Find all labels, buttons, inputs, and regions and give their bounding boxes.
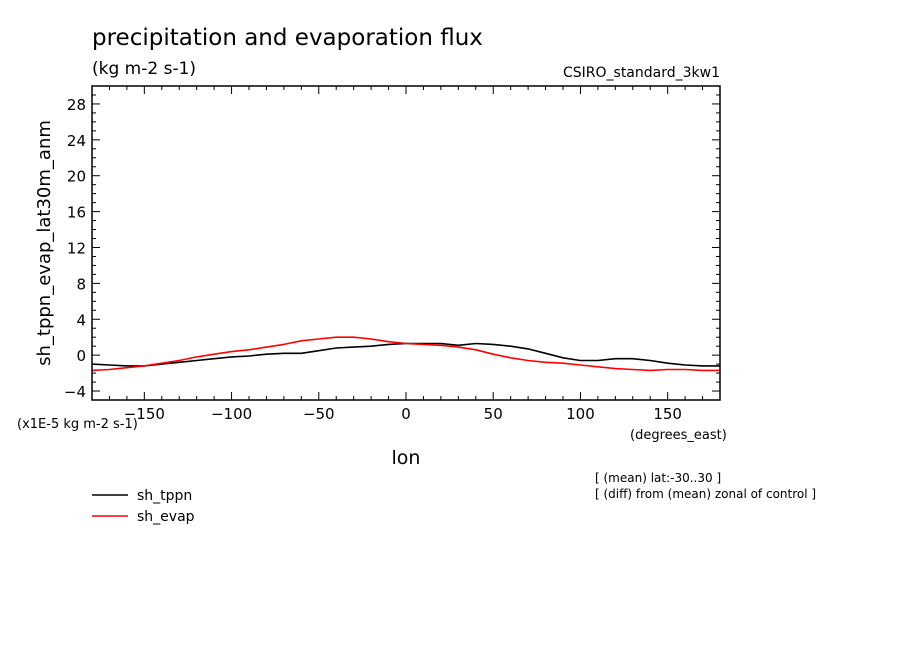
series-lines bbox=[91, 336, 720, 372]
chart-units: (kg m-2 s-1) bbox=[92, 59, 196, 79]
y-tick-label: 0 bbox=[76, 347, 86, 365]
legend-label-sh_tppn: sh_tppn bbox=[137, 488, 192, 504]
y-tick-label: 4 bbox=[76, 311, 86, 329]
series-line-sh_evap bbox=[91, 336, 720, 372]
y-tick-label: 16 bbox=[67, 204, 86, 222]
legend: sh_tppn sh_evap bbox=[92, 488, 195, 525]
x-tick-label: −50 bbox=[303, 405, 335, 423]
x-units-note: (degrees_east) bbox=[630, 428, 727, 443]
y-axis-label: sh_tppn_evap_lat30m_anm bbox=[34, 120, 55, 366]
model-name: CSIRO_standard_3kw1 bbox=[563, 65, 720, 81]
y-tick-label: 28 bbox=[67, 96, 86, 114]
x-tick-label: 100 bbox=[566, 405, 595, 423]
scale-note: (x1E-5 kg m-2 s-1) bbox=[17, 417, 138, 432]
x-tick-label: 0 bbox=[401, 405, 411, 423]
diff-note: [ (diff) from (mean) zonal of control ] bbox=[595, 487, 816, 501]
y-tick-label: 8 bbox=[76, 275, 86, 293]
x-tick-label: 50 bbox=[484, 405, 503, 423]
x-tick-label: 150 bbox=[653, 405, 682, 423]
x-tick-label: −100 bbox=[211, 405, 252, 423]
y-tick-label: 20 bbox=[67, 168, 86, 186]
y-axis-ticks: −4 0 4 8 12 16 20 24 28 bbox=[64, 85, 720, 401]
y-tick-label: −4 bbox=[64, 383, 86, 401]
x-tick-label: −150 bbox=[124, 405, 165, 423]
y-tick-label: 12 bbox=[67, 239, 86, 257]
plot-frame bbox=[91, 85, 721, 401]
y-tick-label: 24 bbox=[67, 132, 86, 150]
series-line-sh_tppn bbox=[91, 342, 720, 367]
x-axis-label: lon bbox=[392, 447, 421, 469]
x-axis-ticks: −150 −100 −50 0 50 100 150 bbox=[91, 86, 721, 423]
legend-label-sh_evap: sh_evap bbox=[137, 509, 195, 525]
mean-note: [ (mean) lat:-30..30 ] bbox=[595, 471, 721, 485]
chart-title: precipitation and evaporation flux bbox=[92, 25, 483, 51]
